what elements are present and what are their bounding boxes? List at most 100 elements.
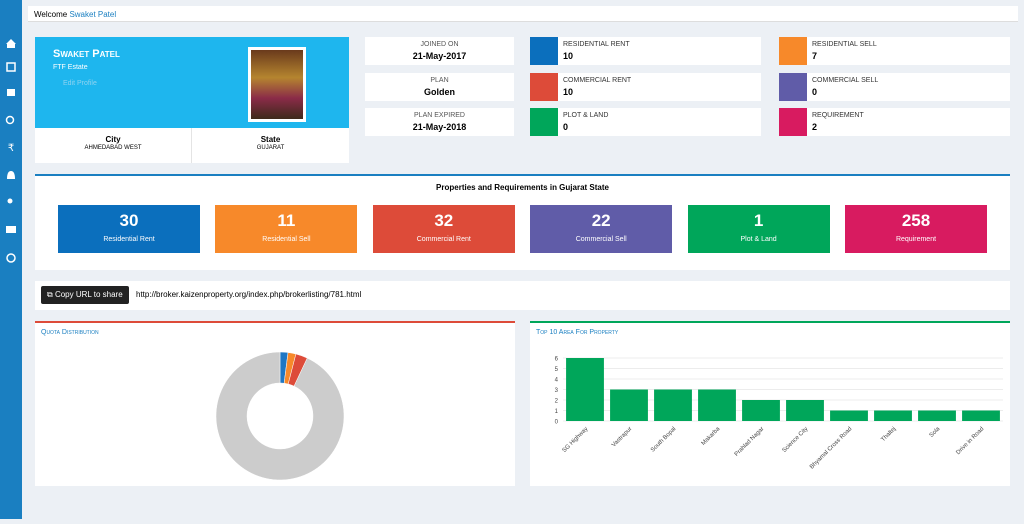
plan-box: JOINED ON 21-May-2017 [365, 37, 514, 65]
quota-panel: Quota Distribution [35, 321, 515, 486]
x-tick-label: Science City [782, 426, 810, 454]
profile-card: Swaket Patel FTF Estate Edit Profile Cit… [35, 37, 349, 163]
y-tick-label: 1 [555, 409, 559, 415]
profile-photo [248, 47, 306, 122]
x-tick-label: Bhyamal Cross Road [809, 426, 853, 470]
stat-value: 0 [812, 86, 818, 97]
stat-label: RESIDENTIAL SELL [812, 41, 877, 48]
plan-value: Golden [424, 86, 455, 97]
summary-tile[interactable]: 22 Commercial Sell [530, 205, 673, 253]
state: GUJARAT [256, 145, 285, 151]
stat-value: 10 [563, 51, 574, 61]
x-tick-label: Makarba [701, 426, 722, 447]
summary-tile[interactable]: 11 Residential Sell [215, 205, 358, 253]
stat-label: COMMERCIAL SELL [812, 76, 879, 84]
y-tick-label: 0 [555, 420, 559, 426]
check-icon[interactable] [6, 62, 16, 72]
plan-box: PLAN EXPIRED 21-May-2018 [365, 108, 514, 136]
plan-box: PLAN Golden [365, 72, 514, 101]
tile-label: Residential Sell [262, 236, 311, 243]
stat-box: COMMERCIAL RENT 10 [530, 72, 761, 101]
tile-value: 32 [434, 211, 454, 230]
bar [698, 389, 736, 421]
chart-title: Quota Distribution [41, 329, 99, 336]
y-tick-label: 5 [555, 367, 559, 373]
plan-label: PLAN EXPIRED [414, 112, 465, 119]
plan-label: JOINED ON [420, 41, 459, 48]
city: AHMEDABAD WEST [84, 145, 142, 151]
stat-icon [779, 72, 807, 101]
plan-value: 21-May-2018 [412, 122, 467, 132]
stat-label: RESIDENTIAL RENT [563, 41, 630, 48]
bar [874, 410, 912, 421]
chat-icon[interactable] [6, 226, 16, 233]
rupee-icon[interactable]: ₹ [8, 143, 14, 154]
x-tick-label: Drive in Road [955, 426, 985, 456]
stat-label: REQUIREMENT [812, 112, 864, 119]
x-tick-label: Vastrapur [611, 426, 633, 448]
stat-box: RESIDENTIAL RENT 10 [530, 37, 761, 65]
state-label: State [260, 135, 281, 144]
copy-url-label: Copy URL to share [54, 290, 123, 299]
bar-chart: 0 1 2 3 4 5 6 SG Highway Vastrapur South Bopal Mak… [555, 357, 1003, 471]
tile-label: Requirement [895, 236, 937, 243]
summary-panel: Properties and Requirements in Gujarat S… [35, 174, 1010, 270]
home-icon[interactable] [6, 39, 16, 48]
chart-title: Top 10 Area For Property [536, 329, 619, 336]
y-tick-label: 2 [555, 399, 559, 405]
user-icon[interactable] [7, 198, 13, 204]
stat-icon [779, 108, 807, 136]
bar [830, 410, 868, 421]
stat-icon [530, 37, 558, 65]
bar [962, 410, 1000, 421]
stat-box: REQUIREMENT 2 [779, 108, 1010, 136]
stat-box: PLOT & LAND 0 [530, 108, 761, 136]
user-link[interactable]: Swaket Patel [69, 10, 117, 19]
area-panel: Top 10 Area For Property 0 1 2 3 4 5 6 SG Highw… [530, 321, 1010, 486]
stat-icon [530, 108, 558, 136]
pie-chart [215, 351, 345, 481]
y-tick-label: 4 [555, 378, 559, 384]
summary-title: Properties and Requirements in Gujarat S… [436, 183, 609, 192]
x-tick-label: Prahlad Nagar [734, 426, 766, 458]
search-icon[interactable] [5, 115, 15, 125]
welcome: Welcome [34, 10, 68, 19]
tile-label: Commercial Rent [416, 236, 471, 243]
tile-value: 22 [591, 211, 611, 230]
summary-tile[interactable]: 32 Commercial Rent [372, 205, 515, 253]
copy-url-button[interactable]: ⧉ Copy URL to share [41, 286, 129, 304]
profile-name: Swaket Patel [53, 48, 120, 60]
bell-icon[interactable] [7, 171, 15, 179]
top-bar: Welcome Swaket Patel [28, 6, 1018, 22]
bar [786, 400, 824, 421]
stat-box: RESIDENTIAL SELL 7 [779, 37, 1010, 65]
city-label: City [105, 135, 121, 144]
edit-profile[interactable]: Edit Profile [63, 80, 97, 87]
y-tick-label: 3 [555, 388, 559, 394]
y-tick-label: 6 [555, 357, 559, 363]
plan-value: 21-May-2017 [412, 51, 467, 61]
bar [610, 389, 648, 421]
summary-tile[interactable]: 1 Plot & Land [687, 205, 830, 253]
pie-slice [215, 351, 345, 481]
stat-label: COMMERCIAL RENT [563, 76, 632, 84]
stat-label: PLOT & LAND [563, 112, 609, 119]
summary-tile[interactable]: 258 Requirement [845, 205, 987, 253]
tile-label: Commercial Sell [575, 236, 627, 243]
stat-value: 2 [812, 122, 818, 132]
tile-value: 30 [119, 211, 139, 230]
stat-box: COMMERCIAL SELL 0 [779, 72, 1010, 101]
stat-icon [779, 37, 807, 65]
share-url: http://broker.kaizenproperty.org/index.p… [136, 290, 362, 299]
sidebar: ₹ [0, 0, 22, 519]
summary-tile[interactable]: 30 Residential Rent [58, 205, 200, 253]
plan-label: PLAN [430, 76, 449, 84]
x-tick-label: Thaltej [880, 426, 897, 443]
stat-value: 0 [563, 122, 569, 132]
profile-company: FTF Estate [53, 64, 88, 71]
tile-value: 11 [277, 211, 296, 230]
power-icon[interactable] [6, 253, 16, 263]
like-icon[interactable] [7, 89, 15, 96]
bar [654, 389, 692, 421]
